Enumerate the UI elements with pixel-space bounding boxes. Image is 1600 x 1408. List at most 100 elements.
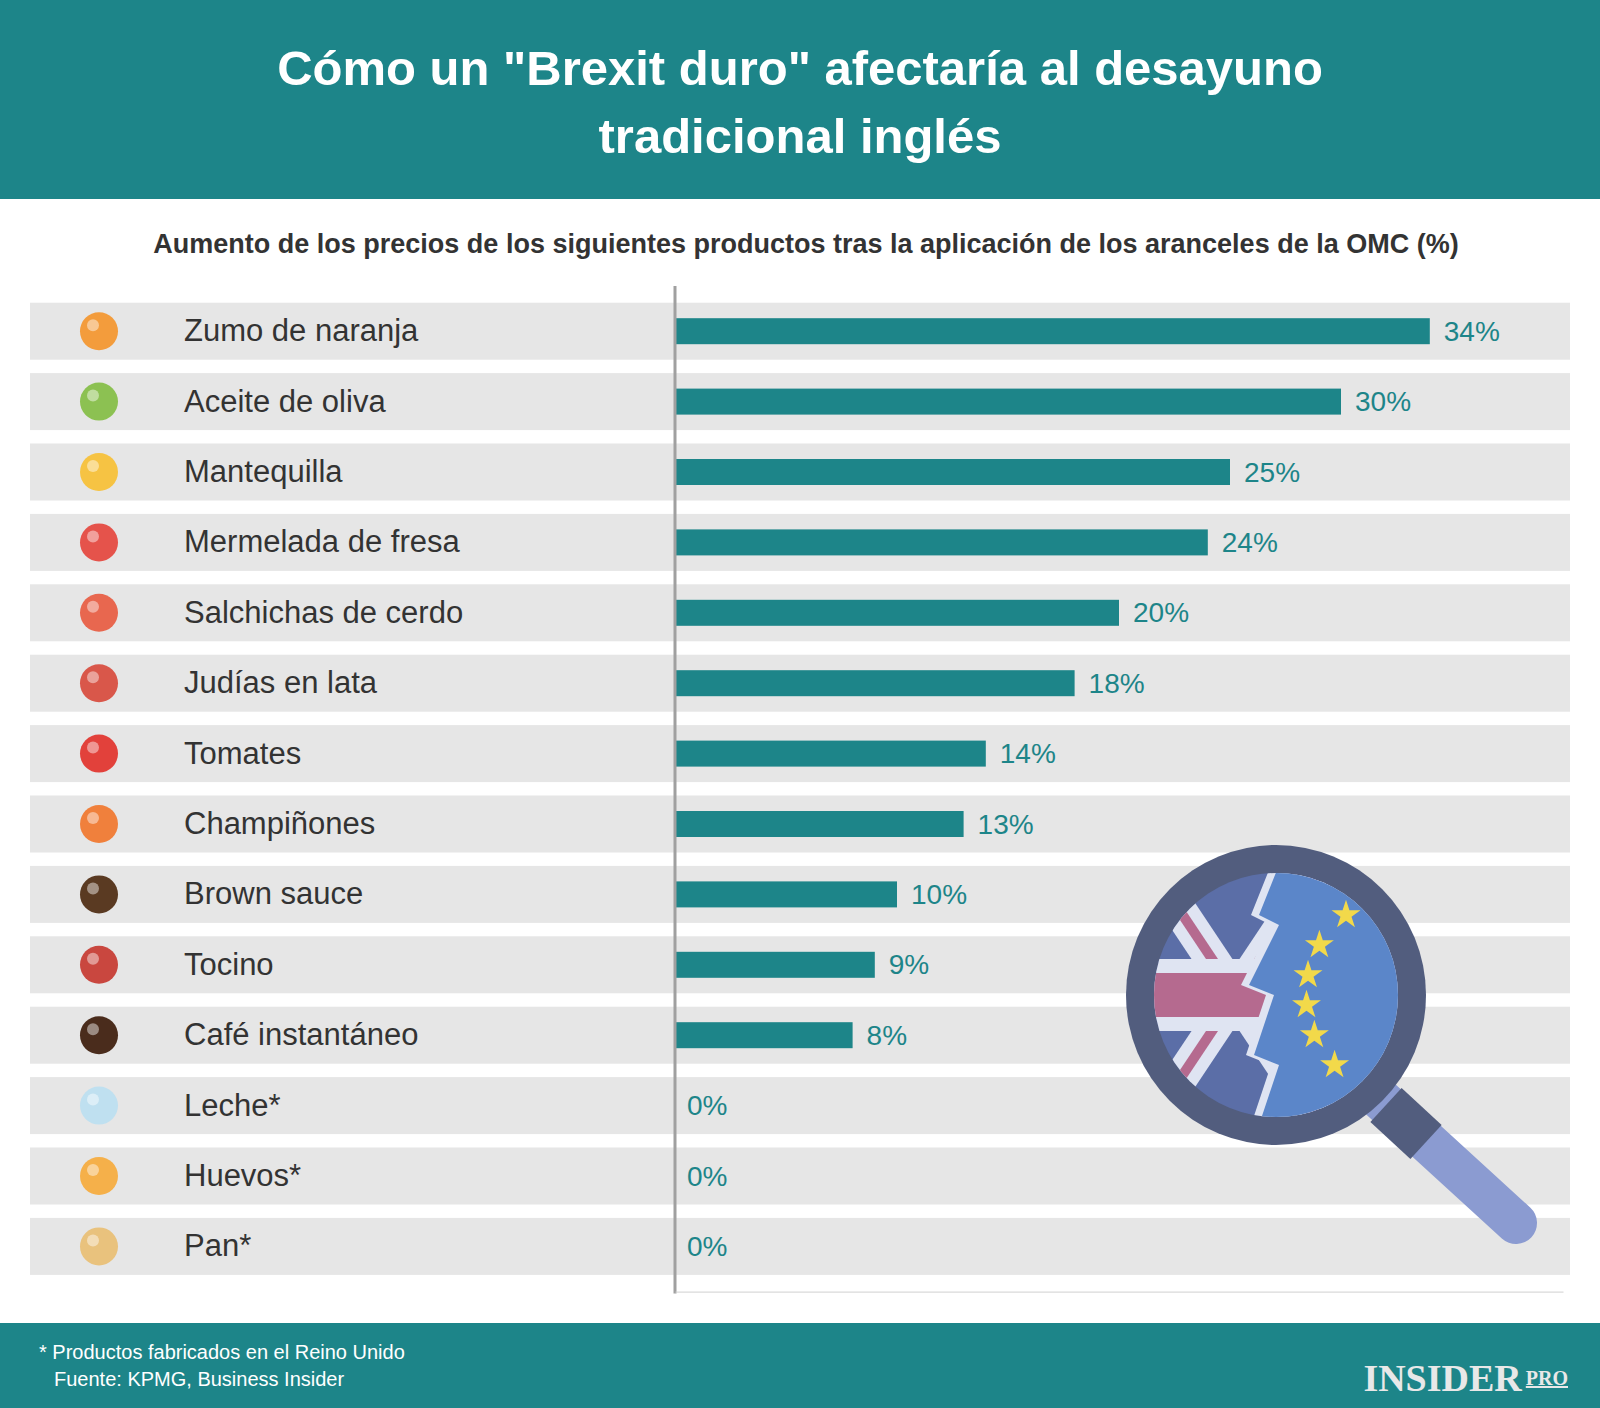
icon	[80, 1016, 118, 1054]
row-background	[30, 444, 1570, 501]
magnifier	[1126, 845, 1516, 1223]
icon	[80, 523, 118, 561]
bar	[675, 811, 964, 837]
icon-highlight	[87, 530, 99, 542]
brand-sub: PRO	[1526, 1367, 1568, 1389]
icon-highlight	[87, 742, 99, 754]
bars	[675, 318, 1430, 1048]
row-background	[30, 373, 1570, 430]
data-label: 25%	[1244, 457, 1300, 488]
bar	[675, 881, 897, 907]
icon	[80, 664, 118, 702]
icon	[80, 1157, 118, 1195]
y-tick: Zumo de naranja	[184, 313, 419, 348]
category-label: Tomates	[184, 736, 301, 771]
bar	[675, 318, 1430, 344]
flag-eu-star	[1332, 900, 1361, 928]
category-label: Champiñones	[184, 806, 375, 841]
bar	[675, 741, 986, 767]
y-tick: Pan*	[184, 1228, 251, 1263]
bar	[675, 529, 1208, 555]
category-label: Mermelada de fresa	[184, 524, 460, 559]
flag-tear	[1241, 865, 1406, 1125]
icon-highlight	[87, 601, 99, 613]
icon-highlight	[87, 390, 99, 402]
icon-highlight	[87, 319, 99, 331]
magnifier-ring	[1126, 845, 1426, 1145]
bar	[675, 459, 1230, 485]
data-label: 34%	[1444, 316, 1500, 347]
header-band	[0, 0, 1600, 199]
flag-eu-star	[1292, 990, 1321, 1018]
y-tick: Tocino	[184, 947, 274, 982]
icon-highlight	[87, 1094, 99, 1106]
icon-highlight	[87, 882, 99, 894]
x-axis-line	[676, 1292, 1564, 1293]
icon-highlight	[87, 460, 99, 472]
row-background	[30, 725, 1570, 782]
flag-eu-star	[1294, 960, 1323, 988]
icons	[80, 312, 118, 1265]
icon	[80, 875, 118, 913]
category-label: Pan*	[184, 1228, 251, 1263]
category-label: Zumo de naranja	[184, 313, 419, 348]
subtitle: Aumento de los precios de los siguientes…	[153, 229, 1458, 259]
y-tick: Champiñones	[184, 806, 375, 841]
icon-highlight	[87, 953, 99, 965]
bar	[675, 952, 875, 978]
title: Cómo un "Brexit duro" afectaría al desay…	[277, 41, 1323, 163]
y-tick: Judías en lata	[184, 665, 378, 700]
y-tick: Café instantáneo	[184, 1017, 418, 1052]
icon	[80, 735, 118, 773]
flag-eu-star	[1300, 1020, 1329, 1048]
flag-eu-star	[1305, 930, 1334, 958]
data-label: 20%	[1133, 597, 1189, 628]
data-labels: 34%30%25%24%20%18%14%13%10%9%8%0%0%0%	[687, 316, 1500, 1262]
y-tick: Brown sauce	[184, 876, 363, 911]
category-label: Huevos*	[184, 1158, 301, 1193]
row-background	[30, 584, 1570, 641]
y-tick: Mermelada de fresa	[184, 524, 460, 559]
category-label: Tocino	[184, 947, 274, 982]
category-label: Salchichas de cerdo	[184, 595, 463, 630]
y-tick: Salchichas de cerdo	[184, 595, 463, 630]
row-background	[30, 303, 1570, 360]
row-background	[30, 655, 1570, 712]
icon	[80, 594, 118, 632]
y-axis: Zumo de naranja Aceite de oliva Mantequill…	[184, 286, 675, 1294]
bar	[675, 389, 1341, 415]
footnote: * Productos fabricados en el Reino Unido	[39, 1341, 405, 1363]
category-label: Café instantáneo	[184, 1017, 418, 1052]
data-label: 10%	[911, 879, 967, 910]
y-tick: Mantequilla	[184, 454, 343, 489]
icon-highlight	[87, 671, 99, 683]
category-label: Brown sauce	[184, 876, 363, 911]
row-background	[30, 796, 1570, 853]
y-tick: Tomates	[184, 736, 301, 771]
icon	[80, 1227, 118, 1265]
data-label: 9%	[889, 949, 929, 980]
category-label: Mantequilla	[184, 454, 343, 489]
source: Fuente: KPMG, Business Insider	[54, 1368, 344, 1390]
y-axis-line	[674, 286, 677, 1294]
row-background	[30, 1148, 1570, 1205]
x-axis	[676, 1292, 1564, 1293]
magnifier-lens	[1136, 845, 1406, 1145]
category-label: Leche*	[184, 1088, 281, 1123]
row-background	[30, 514, 1570, 571]
data-label: 14%	[1000, 738, 1056, 769]
category-label: Aceite de oliva	[184, 384, 386, 419]
magnifier-neck	[1386, 1105, 1426, 1142]
chart: Cómo un "Brexit duro" afectaría al desay…	[0, 0, 1600, 1408]
y-tick: Aceite de oliva	[184, 384, 386, 419]
data-label: 24%	[1222, 527, 1278, 558]
data-label: 30%	[1355, 386, 1411, 417]
icon-highlight	[87, 1234, 99, 1246]
data-label: 8%	[867, 1020, 907, 1051]
icon	[80, 1087, 118, 1125]
magnifier-handle	[1376, 1095, 1516, 1223]
row-backgrounds	[30, 303, 1570, 1275]
y-tick: Huevos*	[184, 1158, 301, 1193]
icon	[80, 383, 118, 421]
data-label: 13%	[978, 809, 1034, 840]
